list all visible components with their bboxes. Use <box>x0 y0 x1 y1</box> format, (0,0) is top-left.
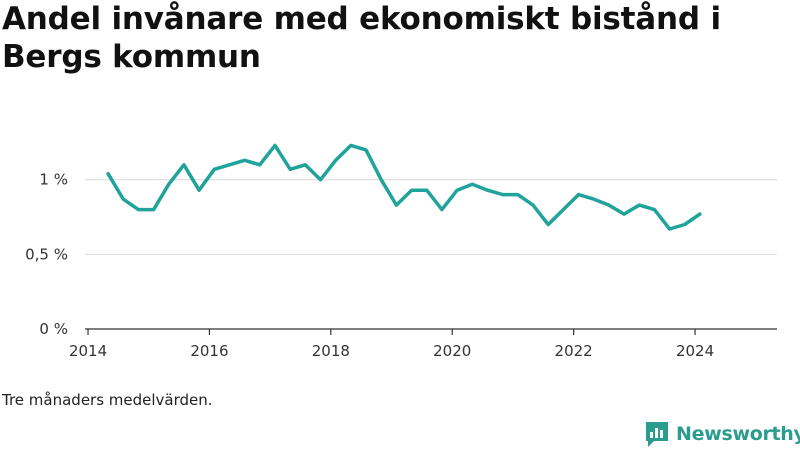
x-tick-label: 2024 <box>676 342 714 360</box>
x-tick-label: 2022 <box>555 342 593 360</box>
y-axis: 0 % 0,5 % 1 % <box>25 171 68 338</box>
x-tick-label: 2016 <box>190 342 228 360</box>
newsworthy-logo-icon <box>646 422 668 447</box>
x-tick-label: 2018 <box>312 342 350 360</box>
brand-logo: Newsworthy <box>644 419 800 449</box>
x-tick-label: 2014 <box>69 342 107 360</box>
brand-name: Newsworthy <box>676 423 800 445</box>
y-tick-label: 0 % <box>39 320 68 338</box>
x-axis: 2014 2016 2018 2020 2022 2024 <box>69 328 777 360</box>
series-layer <box>106 143 702 231</box>
chart-title: Andel invånare med ekonomiskt bistånd i … <box>2 1 721 75</box>
y-tick-label: 1 % <box>39 171 68 189</box>
series-line <box>106 143 702 231</box>
footnote: Tre månaders medelvärden. <box>2 391 213 409</box>
grid-lines <box>85 179 777 255</box>
x-tick-label: 2020 <box>433 342 471 360</box>
y-tick-label: 0,5 % <box>25 245 68 263</box>
